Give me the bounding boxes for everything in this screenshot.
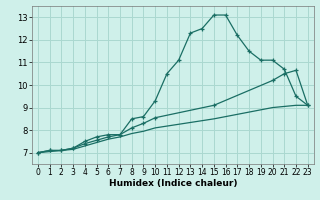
X-axis label: Humidex (Indice chaleur): Humidex (Indice chaleur) (108, 179, 237, 188)
